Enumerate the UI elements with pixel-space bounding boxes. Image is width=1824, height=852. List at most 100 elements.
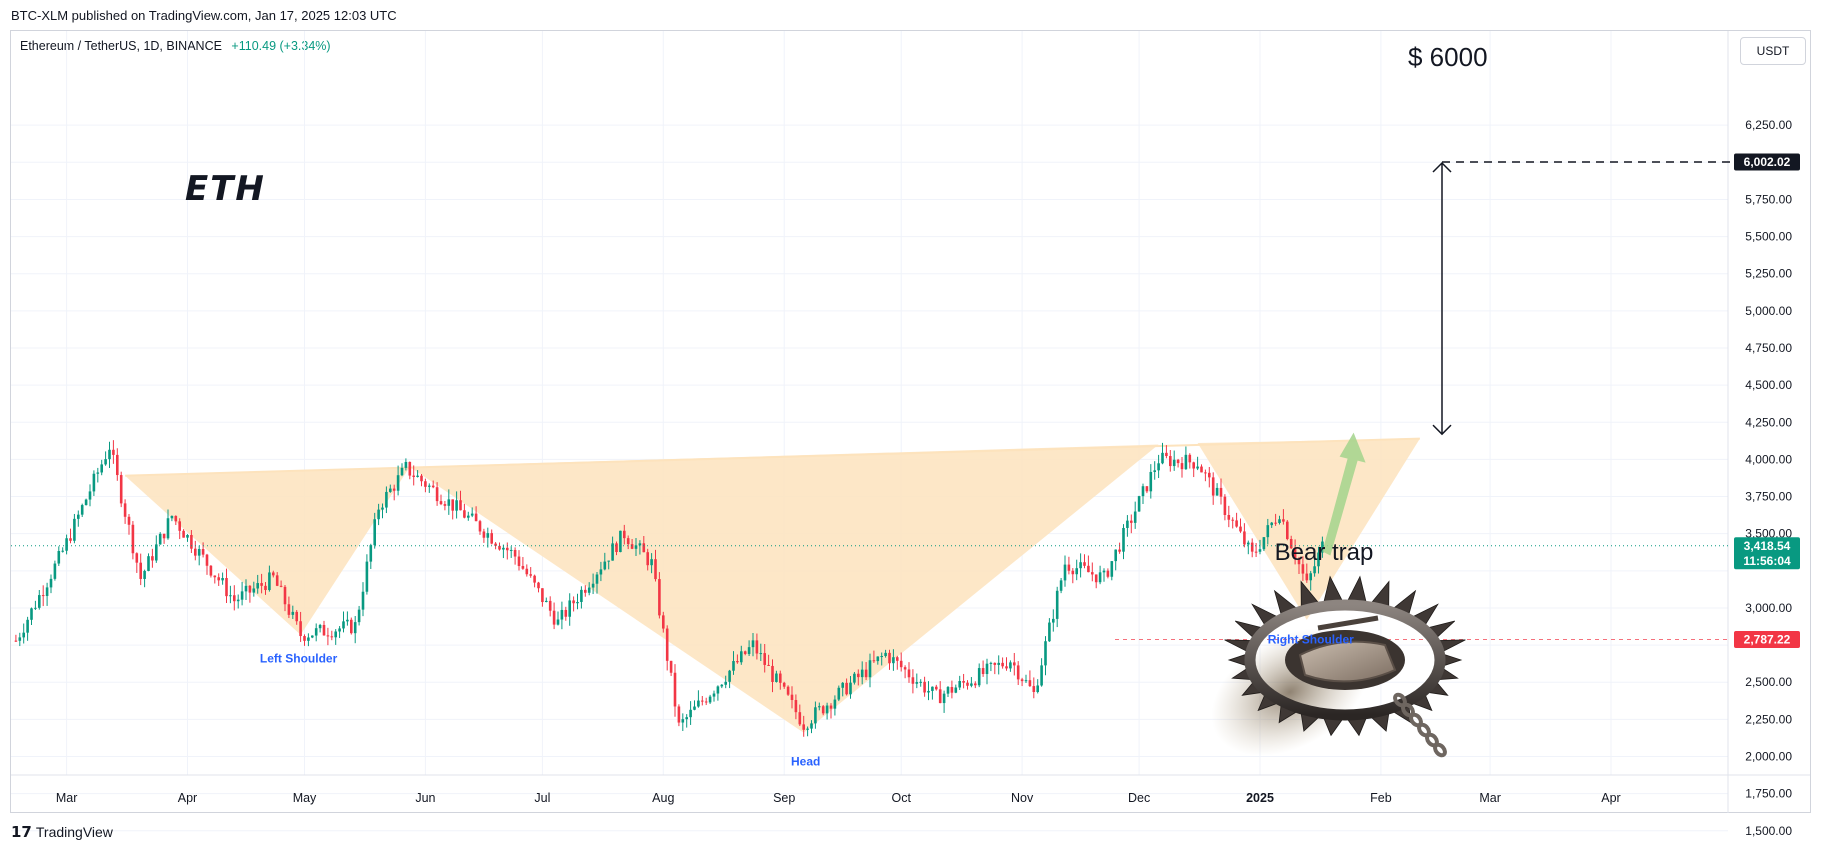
candle-body — [615, 543, 618, 553]
candle-body — [80, 505, 84, 515]
candle-body — [623, 530, 626, 539]
candle-body — [244, 585, 248, 592]
candle-body — [1005, 666, 1008, 669]
candle-body — [155, 544, 158, 561]
candle-body — [1009, 662, 1012, 669]
candle-body — [49, 578, 53, 588]
candle-body — [135, 553, 139, 563]
right-shoulder-zone — [1197, 438, 1420, 620]
candle-body — [798, 712, 802, 725]
candle-body — [420, 475, 423, 482]
candle-body — [767, 664, 770, 666]
candle-body — [779, 673, 782, 683]
candle-body — [116, 454, 119, 476]
candle-body — [478, 521, 482, 532]
y-tick-label: 2,500.00 — [1745, 675, 1792, 689]
x-tick-label: May — [293, 791, 317, 805]
candle-body — [447, 499, 451, 506]
candle-body — [385, 491, 388, 508]
candle-body — [428, 485, 431, 487]
candle-body — [166, 518, 170, 539]
candle-body — [342, 621, 345, 629]
candle-body — [314, 628, 318, 636]
candle-body — [997, 662, 1000, 665]
candle-body — [911, 677, 915, 684]
candle-body — [275, 575, 279, 586]
candle-body — [1293, 548, 1297, 559]
candle-body — [1250, 542, 1254, 552]
candle-body — [513, 549, 517, 557]
candle-body — [857, 673, 860, 678]
footer-brand[interactable]: 𝟭𝟳 TradingView — [11, 823, 113, 841]
candle-body — [1270, 522, 1273, 526]
candle-body — [1211, 477, 1215, 496]
candle-body — [1196, 466, 1199, 469]
candle-body — [919, 681, 922, 683]
y-tick-label: 5,250.00 — [1745, 267, 1792, 281]
candle-body — [205, 554, 209, 566]
price-label: 6,002.02 — [1744, 155, 1791, 169]
candle-body — [338, 628, 341, 632]
candle-body — [712, 693, 716, 697]
candle-body — [459, 500, 462, 511]
candle-body — [759, 653, 763, 655]
candle-body — [517, 556, 521, 567]
candle-body — [1219, 487, 1223, 497]
x-axis[interactable]: Mar Apr May Jun Jul Aug Sep Oct Nov Dec 2025 Feb Mar… — [56, 791, 1621, 805]
x-tick-label: Mar — [56, 791, 78, 805]
candle-body — [1169, 456, 1172, 467]
candle-body — [217, 577, 220, 581]
candle-body — [841, 682, 844, 688]
candle-body — [1063, 564, 1067, 581]
candle-body — [96, 472, 100, 474]
candle-body — [174, 515, 178, 522]
candle-body — [708, 696, 712, 703]
candle-body — [1071, 570, 1075, 575]
neckline — [125, 437, 1420, 477]
candle-body — [981, 668, 985, 675]
candle-body — [65, 538, 68, 551]
candle-body — [626, 538, 630, 545]
candle-body — [1266, 525, 1270, 538]
candle-body — [1286, 521, 1289, 540]
candle-body — [720, 684, 724, 687]
x-tick-label: Sep — [773, 791, 795, 805]
candle-body — [389, 488, 392, 492]
candle-body — [26, 619, 29, 633]
candle-body — [38, 595, 41, 608]
candle-body — [303, 636, 306, 641]
candle-body — [1176, 459, 1180, 464]
candle-body — [665, 628, 669, 661]
candle-body — [533, 575, 536, 583]
symbol-name: Ethereum / TetherUS, 1D, BINANCE — [20, 39, 222, 53]
candle-body — [1200, 466, 1203, 473]
candle-body — [646, 552, 649, 566]
candle-body — [704, 701, 708, 703]
candle-body — [1235, 520, 1238, 527]
candle-body — [248, 585, 252, 593]
candle-body — [84, 499, 88, 506]
y-axis[interactable]: 6,250.006,000.005,750.005,500.005,250.00… — [1745, 118, 1792, 838]
candle-body — [291, 611, 295, 615]
candle-body — [837, 687, 841, 700]
chart-frame[interactable] — [10, 30, 1811, 813]
candle-body — [977, 668, 981, 686]
candle-body — [486, 533, 490, 538]
candle-body — [283, 586, 287, 605]
candle-body — [108, 449, 111, 460]
currency-button[interactable]: USDT — [1740, 37, 1806, 65]
candle-body — [825, 705, 829, 714]
x-tick-label: Nov — [1011, 791, 1034, 805]
candle-body — [966, 682, 969, 686]
candle-body — [1165, 452, 1168, 457]
candle-body — [1188, 454, 1192, 463]
candle-body — [677, 706, 681, 723]
candle-body — [1317, 552, 1320, 567]
candle-body — [1028, 680, 1032, 687]
candle-body — [18, 637, 22, 641]
price-label-bg — [1734, 153, 1800, 171]
y-tick-label: 2,000.00 — [1745, 750, 1792, 764]
candle-body — [568, 600, 571, 617]
candle-body — [1215, 487, 1219, 496]
